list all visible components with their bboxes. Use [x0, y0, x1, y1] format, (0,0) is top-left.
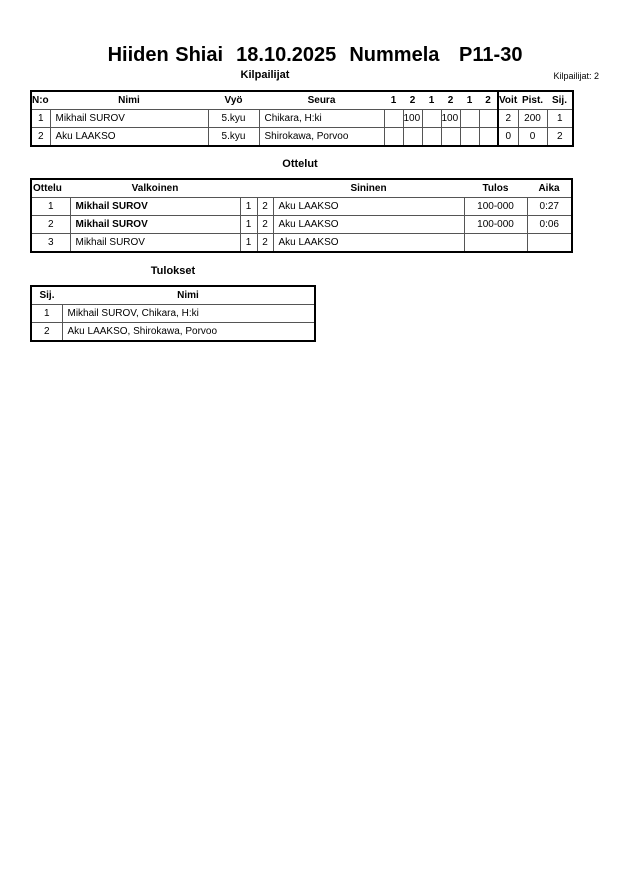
cell-round: [459, 109, 480, 128]
cell-match: 1: [30, 197, 71, 216]
cell-blue: Aku LAAKSO: [272, 233, 465, 253]
col-rank: Sij.: [31, 286, 62, 305]
cell-white: Mikhail SUROV: [69, 197, 241, 216]
cell-name: Aku LAAKSO, Shirokawa, Porvoo: [61, 322, 316, 342]
col-no: N:o: [31, 91, 50, 110]
cell-white-score: 1: [239, 197, 258, 216]
col-points: Pist.: [518, 91, 547, 110]
cell-round: 100: [402, 109, 423, 128]
cell-club: Shirokawa, Porvoo: [258, 127, 385, 147]
col-white-score: [240, 179, 257, 198]
cell-white: Mikhail SUROV: [69, 233, 241, 253]
cell-wins: 0: [497, 127, 519, 147]
cell-belt: 5.kyu: [207, 109, 260, 128]
cell-result: 100-000: [463, 215, 528, 234]
cell-name: Aku LAAKSO: [49, 127, 209, 147]
cell-no: 2: [30, 127, 51, 147]
cell-no: 1: [30, 109, 51, 128]
col-name: Nimi: [62, 286, 315, 305]
cell-round: 100: [440, 109, 461, 128]
table-header: Ottelu Valkoinen Sininen Tulos Aika: [31, 179, 572, 198]
col-round: 2: [479, 91, 498, 110]
table-row: 2 Aku LAAKSO 5.kyu Shirokawa, Porvoo 0 0…: [30, 127, 574, 147]
cell-club: Chikara, H:ki: [258, 109, 385, 128]
col-round: 1: [422, 91, 441, 110]
col-club: Seura: [259, 91, 384, 110]
cell-round: [402, 127, 423, 147]
table-row: 1 Mikhail SUROV, Chikara, H:ki: [30, 304, 316, 323]
col-match: Ottelu: [31, 179, 70, 198]
col-white: Valkoinen: [70, 179, 240, 198]
cell-rank: 2: [546, 127, 574, 147]
col-round: 1: [460, 91, 479, 110]
cell-white-score: 1: [239, 233, 258, 253]
col-result: Tulos: [464, 179, 527, 198]
cell-match: 2: [30, 215, 71, 234]
cell-result: 100-000: [463, 197, 528, 216]
table-header: N:o Nimi Vyö Seura 1 2 1 2 1 2 Voit. Pis…: [31, 91, 573, 110]
cell-white-score: 1: [239, 215, 258, 234]
col-belt: Vyö: [208, 91, 259, 110]
cell-blue-score: 2: [256, 197, 274, 216]
cell-name: Mikhail SUROV: [49, 109, 209, 128]
competitor-count: Kilpailijat: 2: [553, 71, 599, 81]
col-round: 2: [441, 91, 460, 110]
results-heading: Tulokset: [150, 265, 196, 277]
cell-blue: Aku LAAKSO: [272, 197, 465, 216]
competitors-heading: Kilpailijat: [240, 69, 290, 81]
page-title: Hiiden Shiai 18.10.2025 Nummela P11-30: [107, 44, 523, 66]
cell-round: [421, 127, 442, 147]
cell-points: 200: [517, 109, 548, 128]
results-table: Sij. Nimi 1 Mikhail SUROV, Chikara, H:ki…: [30, 285, 316, 342]
table-row: 2 Aku LAAKSO, Shirokawa, Porvoo: [30, 322, 316, 342]
table-row: 2 Mikhail SUROV 1 2 Aku LAAKSO 100-000 0…: [30, 215, 573, 234]
cell-rank: 2: [30, 322, 63, 342]
col-name: Nimi: [50, 91, 208, 110]
cell-wins: 2: [497, 109, 519, 128]
cell-round: [421, 109, 442, 128]
col-blue: Sininen: [273, 179, 464, 198]
matches-heading: Ottelut: [282, 158, 318, 170]
col-blue-score: [257, 179, 273, 198]
cell-blue-score: 2: [256, 215, 274, 234]
cell-white: Mikhail SUROV: [69, 215, 241, 234]
table-row: 3 Mikhail SUROV 1 2 Aku LAAKSO: [30, 233, 573, 253]
cell-round: [383, 127, 404, 147]
col-time: Aika: [527, 179, 572, 198]
col-round: 1: [384, 91, 403, 110]
cell-round: [478, 127, 499, 147]
table-row: 1 Mikhail SUROV 5.kyu Chikara, H:ki 100 …: [30, 109, 574, 128]
cell-blue: Aku LAAKSO: [272, 215, 465, 234]
cell-name: Mikhail SUROV, Chikara, H:ki: [61, 304, 316, 323]
cell-round: [383, 109, 404, 128]
cell-blue-score: 2: [256, 233, 274, 253]
cell-points: 0: [517, 127, 548, 147]
matches-table: Ottelu Valkoinen Sininen Tulos Aika 1 Mi…: [30, 178, 573, 253]
cell-rank: 1: [30, 304, 63, 323]
cell-time: [526, 233, 573, 253]
cell-round: [478, 109, 499, 128]
cell-belt: 5.kyu: [207, 127, 260, 147]
cell-match: 3: [30, 233, 71, 253]
cell-round: [440, 127, 461, 147]
col-rank: Sij.: [547, 91, 573, 110]
table-header: Sij. Nimi: [31, 286, 315, 305]
col-round: 2: [403, 91, 422, 110]
cell-time: 0:06: [526, 215, 573, 234]
cell-time: 0:27: [526, 197, 573, 216]
cell-round: [459, 127, 480, 147]
cell-result: [463, 233, 528, 253]
col-wins: Voit.: [497, 91, 518, 110]
table-row: 1 Mikhail SUROV 1 2 Aku LAAKSO 100-000 0…: [30, 197, 573, 216]
cell-rank: 1: [546, 109, 574, 128]
competitors-table: N:o Nimi Vyö Seura 1 2 1 2 1 2 Voit. Pis…: [30, 90, 574, 147]
